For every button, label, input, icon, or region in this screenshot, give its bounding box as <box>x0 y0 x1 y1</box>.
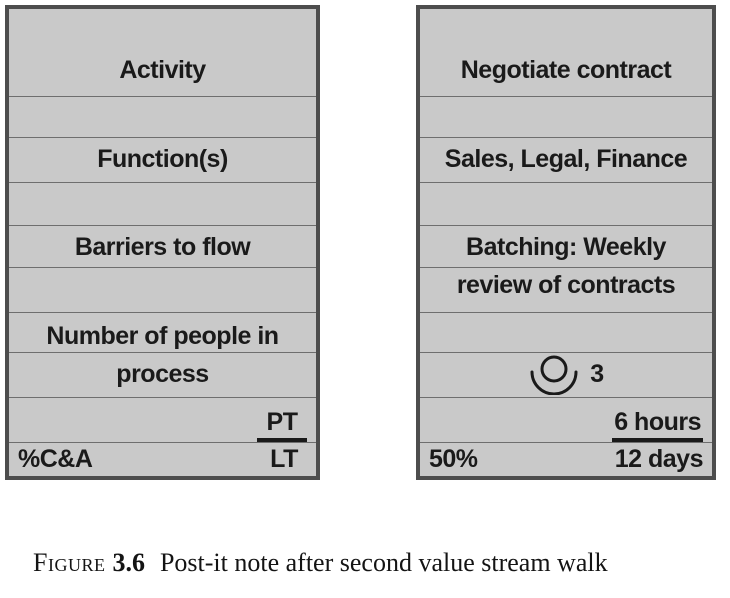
functions-value: Sales, Legal, Finance <box>444 145 688 174</box>
row-pt-label: PT <box>9 397 316 442</box>
row-people-label-line2: process <box>9 352 316 397</box>
row-spacer <box>9 96 316 137</box>
row-spacer <box>9 267 316 312</box>
row-pca-lt-values: 50% 12 days <box>420 442 712 476</box>
people-label-line1: Number of people in <box>46 321 279 350</box>
row-functions-value: Sales, Legal, Finance <box>420 137 712 182</box>
row-activity-label: Activity <box>9 9 316 96</box>
pca-label: %C&A <box>18 444 93 473</box>
caption-label: Figure <box>33 548 106 577</box>
postit-note-template: Activity Function(s) Barriers to flow Nu… <box>5 5 320 480</box>
caption-text: Post-it note after second value stream w… <box>159 548 608 577</box>
row-spacer <box>420 96 712 137</box>
row-barriers-value-line2: review of contracts <box>420 267 712 312</box>
row-functions-label: Function(s) <box>9 137 316 182</box>
row-barriers-label: Barriers to flow <box>9 225 316 267</box>
row-spacer <box>9 182 316 225</box>
activity-label: Activity <box>119 55 206 84</box>
barriers-value-line1: Batching: Weekly <box>466 232 666 261</box>
pca-value: 50% <box>429 444 478 473</box>
postit-note-values: Negotiate contract Sales, Legal, Finance… <box>416 5 716 480</box>
pt-label: PT <box>257 407 307 442</box>
people-count-value: 3 <box>590 360 604 389</box>
lt-value: 12 days <box>614 444 704 473</box>
functions-label: Function(s) <box>97 145 228 174</box>
pt-value: 6 hours <box>612 407 703 442</box>
caption-number: 3.6 <box>112 548 145 577</box>
row-pca-lt-labels: %C&A LT <box>9 442 316 476</box>
person-count-icon <box>530 355 578 395</box>
row-barriers-value-line1: Batching: Weekly <box>420 225 712 267</box>
figure-caption: Figure 3.6 Post-it note after second value… <box>33 548 608 578</box>
row-spacer <box>420 312 712 352</box>
lt-label: LT <box>270 444 298 473</box>
activity-value: Negotiate contract <box>460 55 672 84</box>
row-activity-value: Negotiate contract <box>420 9 712 96</box>
row-spacer <box>420 182 712 225</box>
people-label-line2: process <box>116 360 209 389</box>
people-count-group: 3 <box>528 355 604 395</box>
barriers-value-line2: review of contracts <box>456 271 676 299</box>
row-people-count: 3 <box>420 352 712 397</box>
row-people-label-line1: Number of people in <box>9 312 316 352</box>
barriers-label: Barriers to flow <box>74 232 251 261</box>
row-pt-value: 6 hours <box>420 397 712 442</box>
